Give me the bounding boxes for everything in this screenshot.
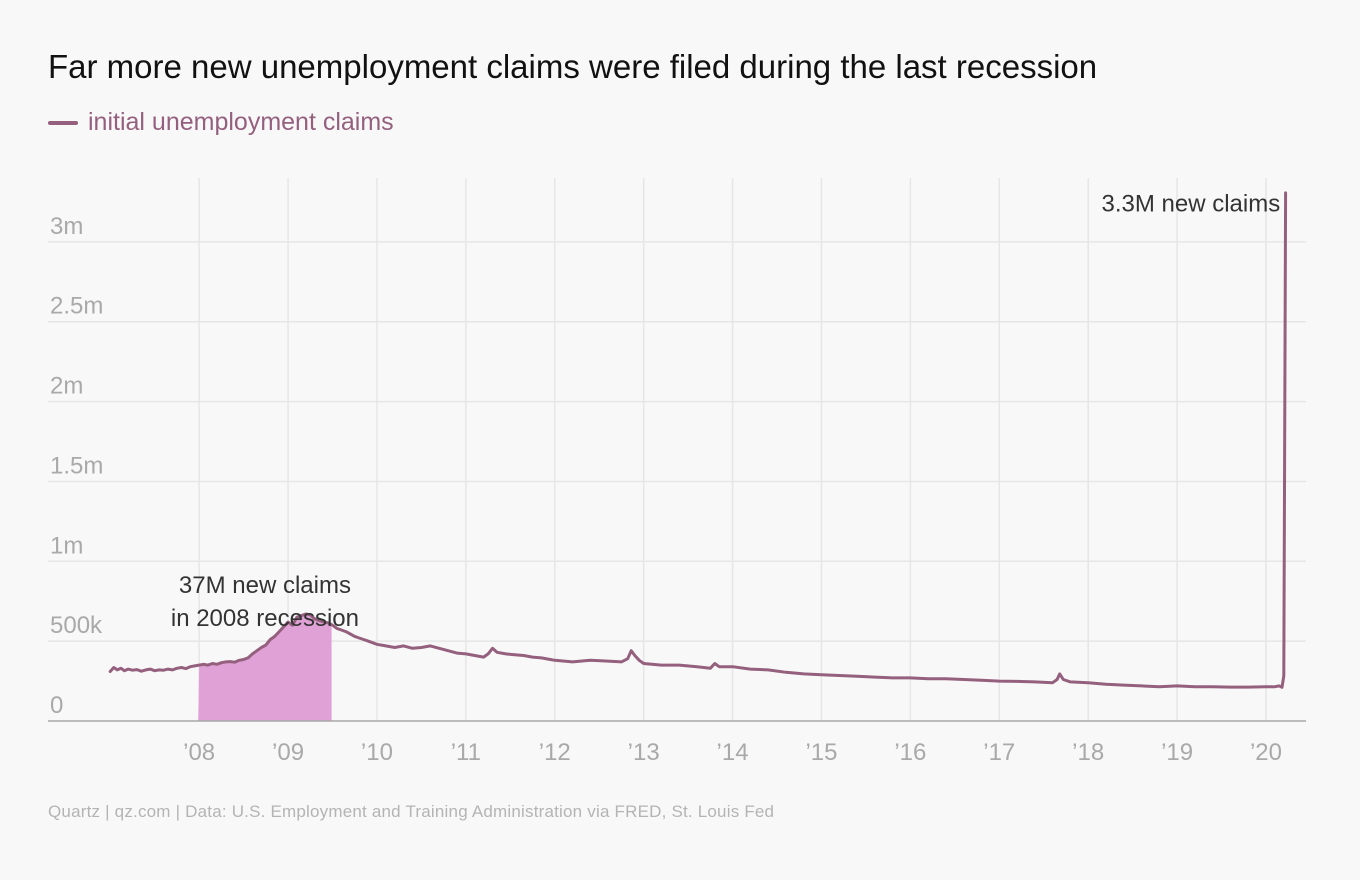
legend-label: initial unemployment claims bbox=[88, 108, 394, 136]
y-tick-label: 0 bbox=[50, 692, 63, 719]
x-tick-label: ’17 bbox=[983, 739, 1015, 766]
y-tick-label: 500k bbox=[50, 612, 103, 639]
source-note: Quartz | qz.com | Data: U.S. Employment … bbox=[48, 802, 775, 821]
annotation: 3.3M new claims bbox=[1101, 191, 1280, 218]
y-tick-label: 1m bbox=[50, 532, 83, 559]
series-line-initial-unemployment-claims bbox=[108, 191, 1288, 689]
x-tick-label: ’14 bbox=[717, 739, 749, 766]
annotation-line: 3.3M new claims bbox=[1101, 191, 1280, 218]
annotation-line: 37M new claims bbox=[179, 572, 351, 599]
x-tick-label: ’11 bbox=[451, 739, 481, 766]
x-tick-label: ’13 bbox=[628, 739, 660, 766]
x-tick-label: ’12 bbox=[539, 739, 571, 766]
y-tick-label: 1.5m bbox=[50, 452, 103, 479]
legend-line-swatch bbox=[48, 120, 78, 125]
y-tick-label: 3m bbox=[50, 213, 83, 240]
annotation: 37M new claims in 2008 recession bbox=[171, 572, 359, 632]
x-tick-label: ’09 bbox=[272, 739, 304, 766]
y-tick-label: 2.5m bbox=[50, 293, 103, 320]
chart-title: Far more new unemployment claims were fi… bbox=[48, 48, 1098, 85]
annotation-line: in 2008 recession bbox=[171, 605, 359, 632]
x-tick-label: ’16 bbox=[894, 739, 926, 766]
x-tick-label: ’20 bbox=[1250, 739, 1282, 766]
legend: initial unemployment claims bbox=[48, 108, 394, 137]
x-tick-label: ’10 bbox=[361, 739, 393, 766]
recession-shaded-area bbox=[198, 613, 332, 721]
x-tick-label: ’18 bbox=[1072, 739, 1104, 766]
y-tick-label: 2m bbox=[50, 373, 83, 400]
x-tick-label: ’19 bbox=[1161, 739, 1193, 766]
x-tick-label: ’15 bbox=[805, 739, 837, 766]
x-tick-label: ’08 bbox=[183, 739, 215, 766]
